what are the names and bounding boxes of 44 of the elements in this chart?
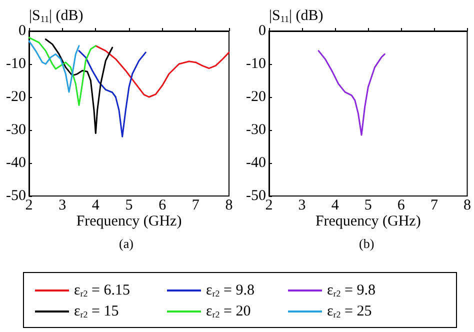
y-tick-label: -10 (246, 56, 266, 72)
x-tick-label: 2 (265, 198, 273, 214)
legend-label: εr2 = 20 (206, 304, 251, 320)
x-tick-label: 8 (225, 198, 233, 214)
x-tick-label: 6 (158, 198, 167, 214)
x-tick-label: 3 (58, 198, 66, 214)
line-series (318, 50, 386, 136)
legend-label: εr2 = 25 (327, 304, 372, 320)
line-series (28, 36, 96, 106)
line-series (28, 40, 80, 93)
x-axis-title: Frequency (GHz) (76, 214, 182, 230)
x-tick-label: 2 (25, 198, 33, 214)
line-series (78, 50, 146, 138)
x-tick-label: 5 (125, 198, 133, 214)
x-tick-label: 6 (397, 198, 406, 214)
y-tick-label: -20 (246, 89, 266, 105)
legend-label: εr2 = 9.8 (206, 282, 255, 298)
legend-label: εr2 = 9.8 (327, 282, 376, 298)
y-tick-label: -40 (246, 155, 266, 171)
y-tick-label: -10 (6, 56, 26, 72)
y-tick-label: -40 (6, 155, 26, 171)
x-tick-label: 4 (92, 198, 100, 214)
x-tick-label: 5 (364, 198, 372, 214)
legend-label: εr2 = 15 (74, 304, 119, 320)
y-tick-label: -30 (246, 122, 266, 138)
line-series (94, 45, 230, 98)
y-tick-label: 0 (258, 23, 266, 39)
y-axis-title: |S11| (dB) (29, 8, 84, 24)
y-tick-label: -20 (6, 89, 26, 105)
line-series (44, 38, 114, 134)
x-tick-label: 8 (464, 198, 471, 214)
text: (a) (119, 236, 134, 251)
x-tick-label: 7 (430, 198, 438, 214)
x-tick-label: 4 (331, 198, 340, 214)
y-tick-label: -50 (6, 188, 26, 204)
y-tick-label: 0 (18, 23, 26, 39)
y-axis-title: |S11| (dB) (269, 8, 324, 24)
text: (b) (359, 236, 374, 251)
legend-label: εr2 = 6.15 (74, 282, 130, 298)
x-tick-label: 3 (298, 198, 306, 214)
x-axis-title: Frequency (GHz) (315, 214, 421, 230)
y-tick-label: -50 (246, 188, 266, 204)
y-tick-label: -30 (6, 122, 26, 138)
x-tick-label: 7 (192, 198, 200, 214)
